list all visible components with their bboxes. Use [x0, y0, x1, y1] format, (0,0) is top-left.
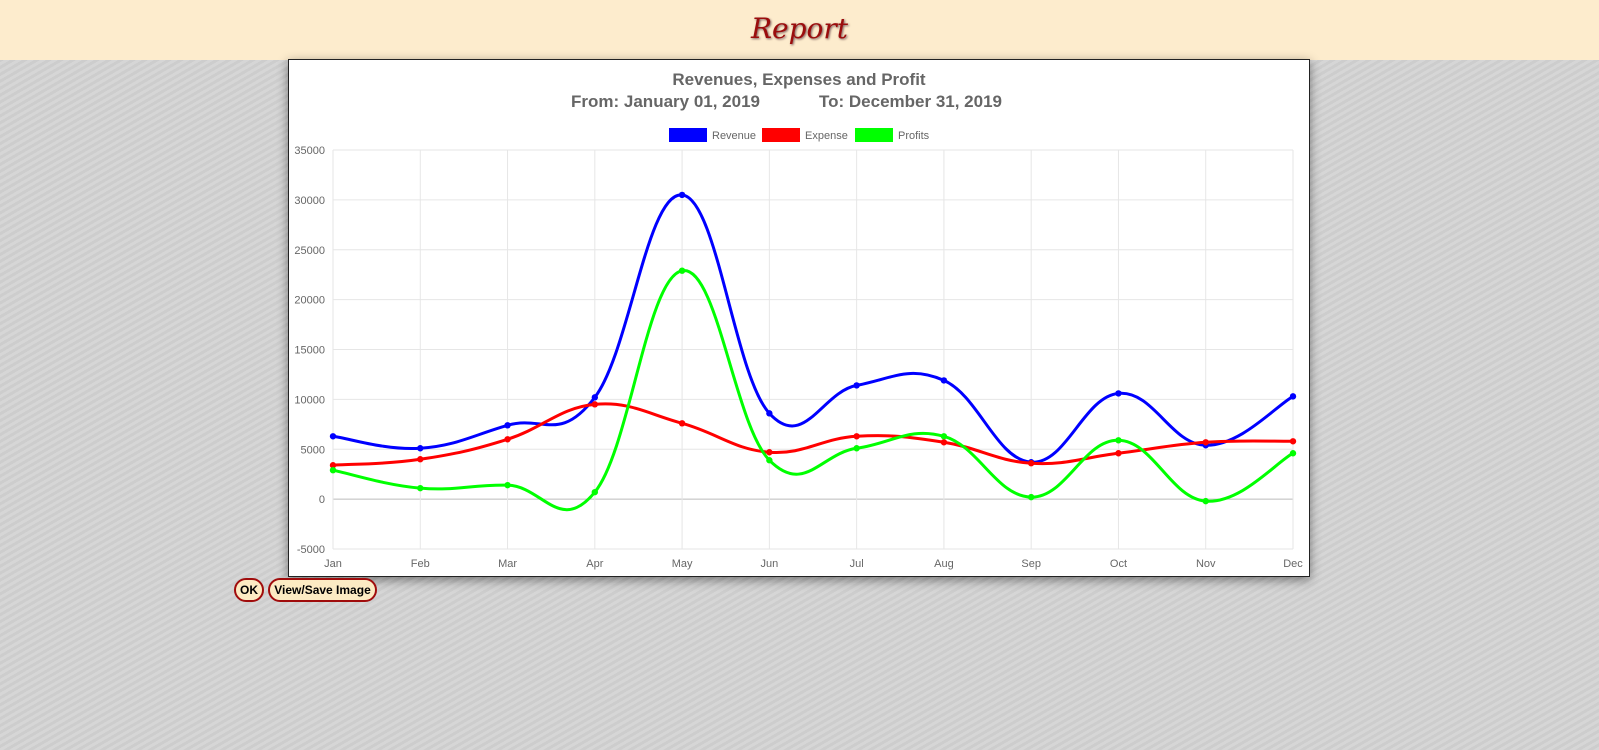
line-chart: Revenues, Expenses and Profit From: Janu… [294, 70, 1303, 570]
x-tick-label: Apr [586, 558, 603, 570]
data-point-profits[interactable] [853, 445, 860, 452]
data-point-revenue[interactable] [591, 394, 599, 401]
legend-label: Profits [898, 130, 930, 142]
legend-label: Revenue [712, 130, 756, 142]
data-point-profits[interactable] [678, 267, 686, 274]
y-tick-label: -5000 [297, 544, 325, 556]
data-point-revenue[interactable] [417, 445, 424, 452]
data-point-revenue[interactable] [329, 433, 337, 440]
data-point-profits[interactable] [504, 481, 511, 489]
legend-swatch [669, 128, 707, 142]
y-tick-label: 20000 [294, 295, 325, 307]
legend-swatch [762, 128, 800, 142]
y-tick-label: 15000 [294, 345, 325, 357]
data-point-expense[interactable] [417, 456, 424, 463]
x-tick-label: Jul [850, 558, 864, 570]
legend-item-revenue[interactable]: Revenue [669, 128, 756, 142]
y-tick-label: 0 [319, 494, 325, 506]
data-point-expense[interactable] [1289, 438, 1297, 445]
y-tick-label: 10000 [294, 394, 325, 406]
x-tick-label: Feb [411, 558, 430, 570]
data-point-profits[interactable] [940, 433, 948, 440]
data-point-revenue[interactable] [853, 382, 860, 389]
data-point-expense[interactable] [504, 436, 511, 443]
data-point-expense[interactable] [940, 439, 948, 446]
data-point-profits[interactable] [766, 457, 773, 464]
series-layer [329, 191, 1297, 512]
data-point-revenue[interactable] [940, 377, 948, 384]
legend[interactable]: Revenue Expense Profits [669, 128, 930, 142]
data-point-expense[interactable] [1202, 439, 1209, 446]
x-tick-label: Sep [1021, 558, 1041, 570]
data-point-revenue[interactable] [766, 410, 773, 417]
series-line-expense [332, 402, 1294, 467]
data-point-expense[interactable] [766, 449, 773, 456]
data-point-profits[interactable] [591, 488, 599, 496]
y-tick-label: 35000 [294, 145, 325, 157]
chart-subtitle-from: From: January 01, 2019 [571, 92, 760, 111]
x-tick-label: Jun [760, 558, 778, 570]
x-tick-label: Dec [1283, 558, 1303, 570]
data-point-expense[interactable] [853, 433, 860, 440]
data-point-revenue[interactable] [1289, 393, 1297, 400]
series-line-profits [332, 269, 1294, 512]
legend-swatch [855, 128, 893, 142]
data-point-profits[interactable] [329, 466, 337, 474]
grid: 35000 30000 25000 20000 15000 10000 5000 0 -5000… [294, 145, 1303, 570]
legend-label: Expense [805, 130, 848, 142]
chart-title: Revenues, Expenses and Profit [672, 70, 926, 89]
data-point-profits[interactable] [1115, 437, 1122, 444]
legend-item-profits[interactable]: Profits [855, 128, 930, 142]
x-tick-label: Jan [324, 558, 342, 570]
y-tick-label: 30000 [294, 195, 325, 207]
x-tick-label: Mar [498, 558, 517, 570]
data-point-expense[interactable] [1115, 450, 1122, 457]
data-point-expense[interactable] [678, 420, 686, 427]
x-tick-label: Oct [1110, 558, 1127, 570]
data-point-expense[interactable] [591, 401, 599, 408]
y-tick-label: 25000 [294, 245, 325, 257]
data-point-revenue[interactable] [1115, 390, 1122, 397]
data-point-profits[interactable] [417, 484, 424, 492]
x-tick-label: May [672, 558, 693, 570]
data-point-profits[interactable] [1289, 450, 1297, 457]
data-point-expense[interactable] [329, 462, 337, 469]
x-tick-label: Nov [1196, 558, 1216, 570]
view-save-image-button[interactable]: View/Save Image [268, 578, 377, 602]
data-point-profits[interactable] [1202, 497, 1209, 505]
chart-subtitle-to: To: December 31, 2019 [819, 92, 1002, 111]
chart-container: Revenues, Expenses and Profit From: Janu… [288, 59, 1310, 577]
series-line-revenue [332, 193, 1294, 464]
report-header: Report [0, 0, 1599, 60]
y-tick-label: 5000 [301, 444, 325, 456]
ok-button[interactable]: OK [234, 578, 264, 602]
x-tick-label: Aug [934, 558, 954, 570]
data-point-revenue[interactable] [678, 191, 686, 199]
data-point-revenue[interactable] [504, 422, 511, 429]
legend-item-expense[interactable]: Expense [762, 128, 848, 142]
page-title: Report [750, 12, 849, 45]
data-point-profits[interactable] [1027, 493, 1035, 501]
data-point-expense[interactable] [1027, 460, 1035, 467]
